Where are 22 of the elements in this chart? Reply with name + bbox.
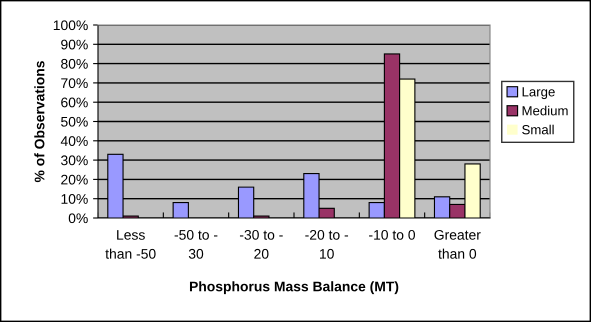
x-tick-label: -20 to - 10 xyxy=(305,230,348,259)
x-tick-label: Greater than 0 xyxy=(434,230,481,259)
legend-label: Large xyxy=(522,87,555,100)
y-tick-label: 90% xyxy=(61,40,88,50)
legend-label: Small xyxy=(522,124,554,134)
y-tick-label: 10% xyxy=(62,194,88,204)
y-tick-label: 100% xyxy=(54,20,88,30)
y-axis-title: % of Observations xyxy=(34,61,44,182)
y-tick-label: 80% xyxy=(61,58,88,69)
y-tick-label: 30% xyxy=(61,155,88,166)
x-tick-label: -10 to 0 xyxy=(369,230,416,240)
y-tick-label: 20% xyxy=(61,174,88,185)
y-tick-label: 50% xyxy=(61,116,88,127)
y-tick-label: 40% xyxy=(60,136,88,146)
y-tick-label: 0% xyxy=(68,213,88,224)
x-tick-label: Less than -50 xyxy=(105,230,156,259)
legend-label: Medium xyxy=(522,106,568,116)
x-axis-title: Phosphorus Mass Balance (MT) xyxy=(190,281,398,294)
y-tick-label: 70% xyxy=(61,78,88,88)
y-tick-label: 60% xyxy=(61,98,88,108)
x-tick-label: -30 to - 20 xyxy=(240,230,283,259)
x-tick-label: -50 to - 30 xyxy=(174,230,218,259)
